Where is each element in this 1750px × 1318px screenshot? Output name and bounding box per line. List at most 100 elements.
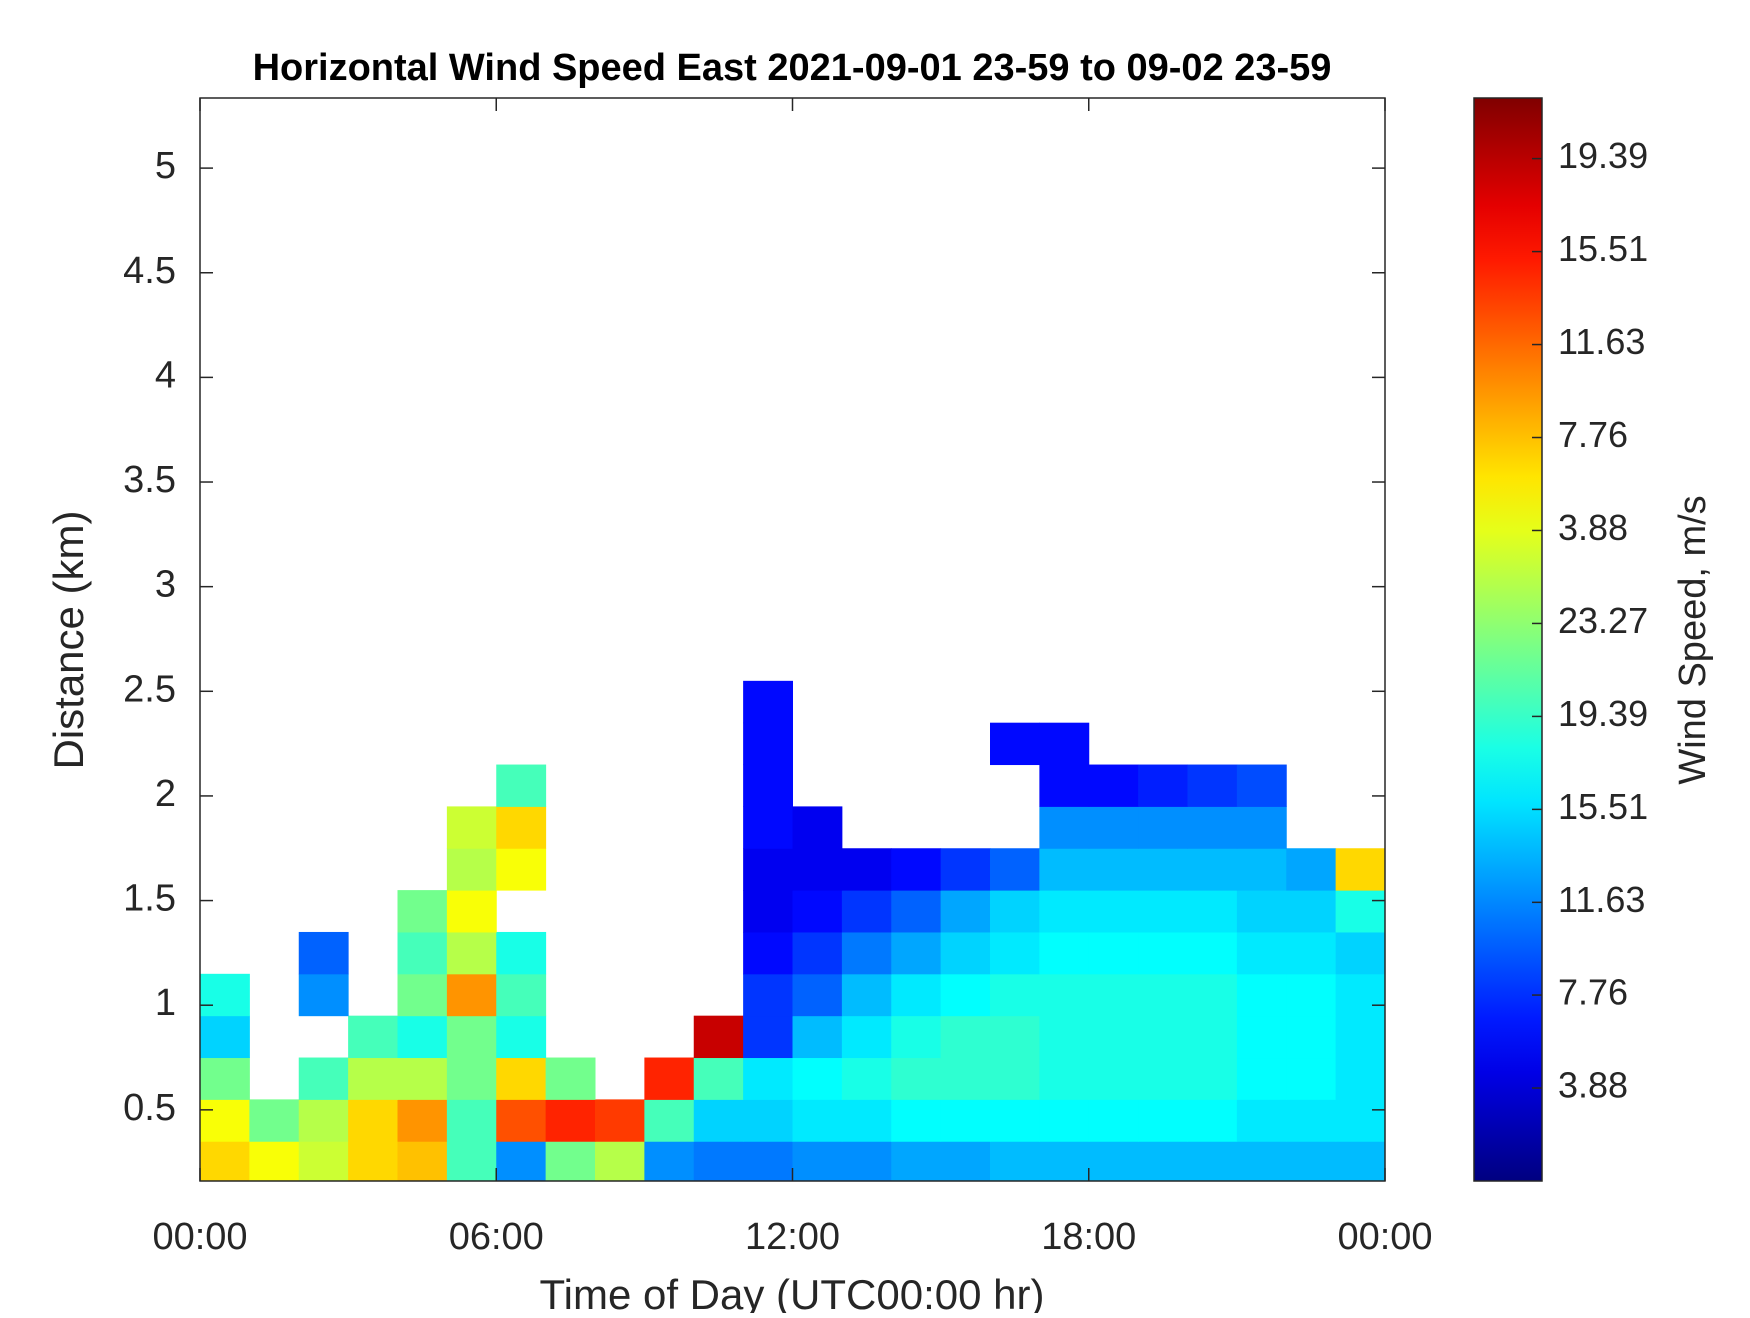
heatmap-cell: [348, 1141, 398, 1182]
heatmap-cell: [792, 931, 843, 975]
heatmap-cell: [1039, 806, 1090, 849]
heatmap-cell: [693, 1099, 744, 1142]
heatmap-cell: [1088, 931, 1139, 975]
heatmap-cell: [1335, 848, 1386, 891]
heatmap-cell: [990, 1141, 1040, 1182]
heatmap-cell: [841, 1015, 892, 1059]
x-tick-label: 18:00: [1041, 1216, 1136, 1258]
heatmap-cell: [1138, 931, 1188, 975]
heatmap-cell: [1039, 1141, 1090, 1182]
heatmap-cell: [1236, 806, 1287, 849]
heatmap-cell: [743, 1099, 793, 1142]
colorbar-tick-label: 3.88: [1558, 1065, 1628, 1106]
heatmap-cell: [990, 973, 1040, 1017]
heatmap-cell: [743, 680, 793, 724]
heatmap-cell: [1187, 1057, 1238, 1100]
heatmap-cell: [1335, 1099, 1386, 1142]
heatmap-cell: [1088, 1141, 1139, 1182]
colorbar-tick-label: 19.39: [1558, 135, 1648, 176]
heatmap-cell: [1236, 848, 1287, 891]
heatmap-cell: [891, 1141, 942, 1182]
heatmap-cell: [1039, 1015, 1090, 1059]
heatmap-cell: [1335, 890, 1386, 933]
heatmap-cell: [1088, 1057, 1139, 1100]
heatmap-cell: [446, 806, 497, 849]
heatmap-cell: [693, 1141, 744, 1182]
heatmap-cell: [990, 931, 1040, 975]
heatmap-cell: [1236, 764, 1287, 807]
heatmap-cell: [792, 1057, 843, 1100]
heatmap-cell: [841, 931, 892, 975]
heatmap-cell: [1039, 764, 1090, 807]
heatmap-cell: [743, 931, 793, 975]
heatmap-cell: [496, 848, 547, 891]
x-tick-label: 00:00: [1337, 1216, 1432, 1258]
heatmap-cell: [940, 973, 991, 1017]
y-tick-label: 0.5: [123, 1087, 176, 1129]
heatmap-cell: [1187, 806, 1238, 849]
heatmap-cell: [595, 1141, 645, 1182]
colorbar-tick-label: 11.63: [1558, 321, 1645, 362]
heatmap-cell: [298, 1099, 349, 1142]
heatmap-cell: [545, 1141, 596, 1182]
colorbar-tick-label: 15.51: [1558, 786, 1648, 827]
y-tick-label: 4: [155, 354, 176, 396]
heatmap-cell: [249, 1099, 300, 1142]
y-tick-label: 3: [155, 564, 176, 606]
heatmap-cell: [1335, 973, 1386, 1017]
heatmap-cell: [1187, 931, 1238, 975]
heatmap-cell: [1138, 848, 1188, 891]
heatmap-cell: [990, 1057, 1040, 1100]
y-tick-label: 2: [155, 773, 176, 815]
heatmap-cell: [1335, 1015, 1386, 1059]
colorbar-tick-label: 19.39: [1558, 693, 1648, 734]
heatmap-cell: [545, 1099, 596, 1142]
heatmap-cell: [1138, 1015, 1188, 1059]
heatmap-cell: [1088, 848, 1139, 891]
heatmap-cell: [841, 848, 892, 891]
heatmap-cell: [200, 1057, 250, 1100]
heatmap-cell: [446, 890, 497, 933]
heatmap-cell: [298, 931, 349, 975]
heatmap-cell: [1187, 1015, 1238, 1059]
x-tick-label: 06:00: [449, 1216, 544, 1258]
y-axis-label: Distance (km): [45, 510, 92, 769]
heatmap-cell: [940, 1099, 991, 1142]
heatmap-cell: [792, 1015, 843, 1059]
heatmap-cell: [496, 1141, 547, 1182]
chart-title: Horizontal Wind Speed East 2021-09-01 23…: [253, 47, 1332, 89]
heatmap-cell: [990, 722, 1040, 766]
heatmap-cell: [1236, 1099, 1287, 1142]
heatmap-cell: [595, 1099, 645, 1142]
heatmap-cell: [1286, 973, 1337, 1017]
heatmap-cell: [1039, 848, 1090, 891]
heatmap-cell: [1138, 806, 1188, 849]
colorbar-tick-label: 3.88: [1558, 507, 1628, 548]
heatmap-cell: [348, 1057, 398, 1100]
axes: 0.5 1 1.5 2 2.5 3 3.5 4 4.5 5 00:00 06:00 12:00 18:00…: [123, 97, 1433, 1258]
heatmap-cell: [940, 931, 991, 975]
heatmap-cell: [1187, 848, 1238, 891]
x-axis-label: Time of Day (UTC00:00 hr): [540, 1271, 1045, 1313]
colorbar-tick-label: 15.51: [1558, 228, 1648, 269]
heatmap-cell: [990, 848, 1040, 891]
heatmap-cell: [990, 1015, 1040, 1059]
colorbar: 3.88 7.76 11.63 15.51 19.39 23.27 3.88 7.76 11.6…: [1473, 97, 1648, 1182]
heatmap-cell: [940, 1141, 991, 1182]
heatmap-cell: [693, 1015, 744, 1059]
heatmap-cell: [891, 931, 942, 975]
heatmap-cell: [891, 890, 942, 933]
heatmap-cell: [1138, 1141, 1188, 1182]
heatmap-cell: [1187, 1099, 1238, 1142]
heatmap-cell: [298, 1057, 349, 1100]
heatmap-cell: [249, 1141, 300, 1182]
heatmap-cell: [1187, 890, 1238, 933]
heatmap-cell: [1335, 931, 1386, 975]
y-tick-label: 4.5: [123, 250, 176, 292]
heatmap-cell: [891, 1099, 942, 1142]
heatmap-cell: [1286, 848, 1337, 891]
heatmap-cell: [1039, 1099, 1090, 1142]
heatmap-cell: [891, 973, 942, 1017]
heatmap-cell: [397, 1141, 448, 1182]
heatmap-cell: [1236, 1141, 1287, 1182]
